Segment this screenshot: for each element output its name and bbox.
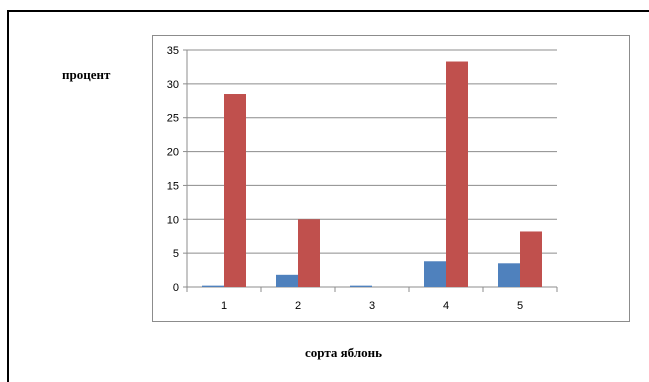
frame-top-border bbox=[7, 10, 649, 12]
bar-series1-5 bbox=[498, 263, 520, 287]
y-tick-label: 30 bbox=[167, 79, 179, 91]
frame-left-border bbox=[7, 10, 9, 382]
bar-series2-5 bbox=[520, 231, 542, 287]
x-tick-label: 4 bbox=[443, 300, 449, 312]
y-tick-label: 10 bbox=[167, 214, 179, 226]
x-tick-label: 3 bbox=[369, 300, 375, 312]
bar-series1-1 bbox=[202, 285, 224, 287]
x-tick-label: 2 bbox=[295, 300, 301, 312]
x-axis-title: сорта яблонь bbox=[305, 345, 382, 360]
y-axis-title: процент bbox=[62, 67, 111, 82]
y-tick-label: 25 bbox=[167, 113, 179, 125]
y-tick-label: 0 bbox=[173, 282, 179, 294]
y-tick-label: 20 bbox=[167, 147, 179, 159]
bar-series1-2 bbox=[276, 274, 298, 287]
bar-series2-1 bbox=[224, 94, 246, 287]
bar-series1-4 bbox=[424, 261, 446, 287]
y-tick-label: 5 bbox=[173, 248, 179, 260]
bar-series2-2 bbox=[298, 219, 320, 287]
y-tick-label: 35 bbox=[167, 45, 179, 57]
bar-series2-4 bbox=[446, 61, 468, 287]
y-tick-label: 15 bbox=[167, 180, 179, 192]
x-tick-label: 5 bbox=[517, 300, 523, 312]
bar-series1-3 bbox=[350, 285, 372, 287]
x-tick-label: 1 bbox=[221, 300, 227, 312]
